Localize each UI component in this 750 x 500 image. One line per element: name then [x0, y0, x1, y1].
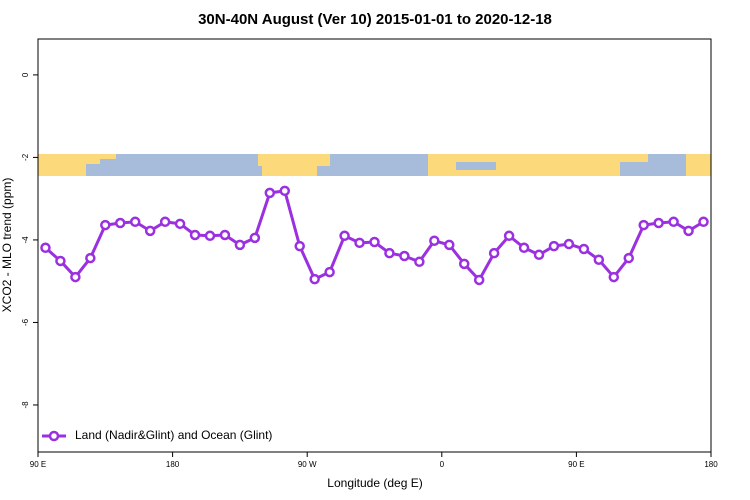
point [115, 217, 126, 229]
point [623, 252, 634, 264]
point [608, 271, 620, 283]
point [204, 230, 216, 242]
point [384, 247, 395, 259]
y-tick-label: -4 [21, 236, 30, 244]
map-strip [38, 154, 711, 176]
y-tick-label: -6 [21, 318, 30, 326]
x-axis-label: Longitude (deg E) [327, 476, 422, 490]
point [668, 216, 679, 228]
y-tick-label: -8 [21, 401, 30, 409]
point [369, 236, 380, 248]
point [309, 273, 320, 285]
point [503, 230, 515, 242]
point [249, 232, 261, 244]
x-tick-label: 0 [440, 460, 445, 469]
legend-marker [48, 430, 60, 442]
point [683, 225, 694, 237]
legend-label: Land (Nadir&Glint) and Ocean (Glint) [75, 428, 272, 442]
point [698, 216, 709, 228]
point [85, 252, 96, 264]
x-tick-label: 90 W [298, 460, 317, 469]
x-tick-label: 90 E [30, 460, 46, 469]
x-tick-label: 90 E [568, 460, 584, 469]
point [129, 216, 141, 228]
point [174, 218, 186, 230]
point [279, 185, 291, 197]
point [234, 239, 246, 251]
point [653, 217, 664, 229]
y-axis-label: XCO2 - MLO trend (ppm) [0, 178, 14, 313]
point [264, 187, 276, 199]
point [294, 240, 305, 252]
point [458, 258, 470, 270]
point [354, 237, 365, 249]
point [159, 216, 171, 228]
chart-title: 30N-40N August (Ver 10) 2015-01-01 to 20… [198, 11, 552, 28]
point [40, 242, 51, 254]
point [189, 229, 201, 241]
point [414, 256, 425, 268]
plot-frame [37, 38, 712, 453]
point [144, 225, 156, 237]
point [324, 266, 335, 278]
point [638, 219, 649, 231]
point [473, 274, 485, 286]
point [593, 254, 605, 265]
point [488, 247, 500, 259]
series-line [44, 189, 705, 283]
point [429, 235, 440, 247]
point [444, 239, 455, 251]
x-tick-label: 180 [166, 460, 180, 469]
x-tick-label: 180 [704, 460, 718, 469]
point [100, 219, 111, 231]
y-tick-label: -2 [21, 153, 30, 161]
point [578, 243, 590, 255]
point [518, 242, 530, 254]
point [55, 255, 66, 267]
y-tick-label: 0 [21, 72, 30, 77]
point [548, 240, 560, 252]
point [219, 229, 231, 241]
point [399, 250, 410, 262]
point [533, 249, 545, 261]
point [563, 238, 575, 250]
point [70, 271, 81, 283]
point [339, 230, 350, 242]
